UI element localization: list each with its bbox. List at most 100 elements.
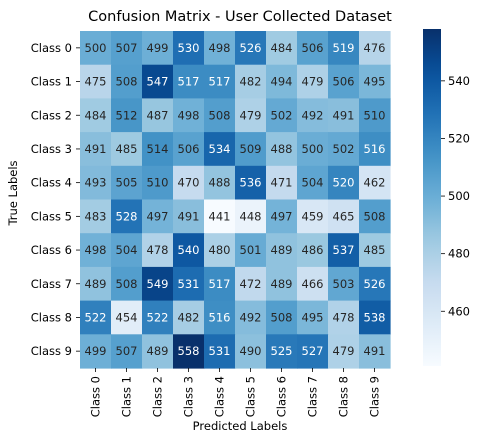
heatmap-cell-r8-c8 — [328, 300, 360, 335]
heatmap-cell-r1-c2 — [142, 64, 174, 99]
cell-value-r8-c5: 492 — [240, 310, 262, 324]
y-tick-labels: Class 0 Class 1 Class 2 Class 3 Class 4 Class… — [31, 41, 80, 358]
cell-value-r4-c1: 505 — [116, 176, 138, 190]
cell-value-r1-c6: 494 — [271, 75, 293, 89]
cell-value-r0-c1: 507 — [116, 41, 138, 55]
heatmap-cell-r5-c5 — [235, 199, 267, 234]
cell-value-r0-c5: 526 — [240, 41, 262, 55]
heatmap-cell-r5-c3 — [173, 199, 205, 234]
heatmap-cell-r8-c3 — [173, 300, 205, 335]
cell-value-r0-c2: 499 — [147, 41, 169, 55]
cell-value-r4-c3: 470 — [178, 176, 200, 190]
cell-value-r3-c6: 488 — [271, 142, 293, 156]
heatmap-cell-r0-c2 — [142, 31, 174, 66]
heatmap-cell-r8-c7 — [297, 300, 329, 335]
cell-value-r8-c9: 538 — [364, 310, 386, 324]
cell-value-r9-c0: 499 — [85, 344, 107, 358]
cell-value-r1-c3: 517 — [178, 75, 200, 89]
cell-value-r5-c6: 497 — [271, 209, 293, 223]
heatmap-cell-r2-c9 — [359, 98, 391, 133]
cell-value-r2-c6: 502 — [271, 108, 293, 122]
heatmap-cell-r2-c3 — [173, 98, 205, 133]
cell-value-r7-c5: 472 — [240, 277, 262, 291]
cell-value-r7-c7: 466 — [302, 277, 324, 291]
y-tick-label-1: Class 1 — [31, 75, 72, 89]
heatmap-cell-r0-c4 — [204, 31, 236, 66]
cell-value-r7-c3: 531 — [178, 277, 200, 291]
heatmap-cell-r9-c7 — [297, 334, 329, 369]
cell-value-r6-c0: 498 — [85, 243, 107, 257]
heatmap-cell-r5-c0 — [80, 199, 112, 234]
heatmap-cell-r5-c2 — [142, 199, 174, 234]
cell-value-r6-c3: 540 — [178, 243, 200, 257]
heatmap-cell-r6-c4 — [204, 233, 236, 268]
heatmap-cell-r3-c4 — [204, 132, 236, 167]
heatmap-cell-r7-c4 — [204, 266, 236, 302]
heatmap-cell-r6-c0 — [80, 233, 112, 268]
cell-value-r2-c7: 492 — [302, 108, 324, 122]
heatmap-cell-r7-c6 — [266, 266, 298, 302]
x-tick-label-4: Class 4 — [213, 376, 227, 417]
heatmap-cell-r9-c3 — [173, 334, 205, 369]
heatmap-cell-r0-c7 — [297, 31, 329, 66]
cell-value-r8-c2: 522 — [147, 310, 169, 324]
heatmap-cell-r3-c8 — [328, 132, 360, 167]
heatmap-cell-r7-c0 — [80, 266, 112, 302]
cell-value-r5-c3: 491 — [178, 209, 200, 223]
heatmap-cell-r9-c6 — [266, 334, 298, 369]
heatmap-cell-r1-c5 — [235, 64, 267, 99]
heatmap-cell-r2-c4 — [204, 98, 236, 133]
heatmap-cell-r6-c6 — [266, 233, 298, 268]
heatmap-cell-r2-c5 — [235, 98, 267, 133]
cell-value-r0-c0: 500 — [85, 41, 107, 55]
heatmap-cell-r2-c2 — [142, 98, 174, 133]
cell-value-r2-c5: 479 — [240, 108, 262, 122]
y-axis-label: True Labels — [6, 160, 20, 226]
cell-value-r8-c3: 482 — [178, 310, 200, 324]
cell-value-r4-c4: 488 — [209, 176, 231, 190]
heatmap-cell-r4-c5 — [235, 165, 267, 201]
heatmap-cell-r3-c5 — [235, 132, 267, 167]
cell-value-r2-c4: 508 — [209, 108, 231, 122]
cell-value-r6-c9: 485 — [364, 243, 386, 257]
heatmap-cell-r5-c8 — [328, 199, 360, 234]
cell-value-r2-c3: 498 — [178, 108, 200, 122]
heatmap-cell-r0-c1 — [111, 31, 143, 66]
cell-value-r8-c1: 454 — [116, 310, 138, 324]
heatmap-cell-r1-c4 — [204, 64, 236, 99]
heatmap-cell-r6-c8 — [328, 233, 360, 268]
cell-value-r8-c4: 516 — [209, 310, 231, 324]
heatmap-cell-r4-c9 — [359, 165, 391, 201]
cell-value-r8-c7: 495 — [302, 310, 324, 324]
cell-value-r0-c4: 498 — [209, 41, 231, 55]
cell-value-r5-c2: 497 — [147, 209, 169, 223]
cell-value-r4-c0: 493 — [85, 176, 107, 190]
heatmap-cells: 500 507 499 530 498 526 484 506 519 476 475 508 547 5… — [80, 31, 391, 369]
cell-value-r2-c8: 491 — [333, 108, 355, 122]
heatmap-cell-r8-c0 — [80, 300, 112, 335]
cell-value-r4-c6: 471 — [271, 176, 293, 190]
cell-value-r3-c0: 491 — [85, 142, 107, 156]
cell-value-r5-c7: 459 — [302, 209, 324, 223]
cell-value-r3-c8: 502 — [333, 142, 355, 156]
heatmap-cell-r5-c4 — [204, 199, 236, 234]
heatmap-cell-r2-c1 — [111, 98, 143, 133]
colorbar-tick-label-2: 500 — [448, 189, 470, 203]
heatmap-cell-r6-c7 — [297, 233, 329, 268]
heatmap-cell-r0-c6 — [266, 31, 298, 66]
heatmap-cell-r4-c7 — [297, 165, 329, 201]
cell-value-r5-c9: 508 — [364, 209, 386, 223]
colorbar-tick-label-1: 480 — [448, 247, 470, 261]
chart-title: Confusion Matrix - User Collected Datase… — [88, 9, 392, 25]
cell-value-r7-c4: 517 — [209, 277, 231, 291]
heatmap-cell-r7-c9 — [359, 266, 391, 302]
heatmap-cell-r4-c8 — [328, 165, 360, 201]
cell-value-r7-c6: 489 — [271, 277, 293, 291]
cell-value-r7-c0: 489 — [85, 277, 107, 291]
cell-value-r5-c8: 465 — [333, 209, 355, 223]
cell-value-r2-c1: 512 — [116, 108, 138, 122]
heatmap-cell-r1-c6 — [266, 64, 298, 99]
cell-value-r4-c5: 536 — [240, 176, 262, 190]
